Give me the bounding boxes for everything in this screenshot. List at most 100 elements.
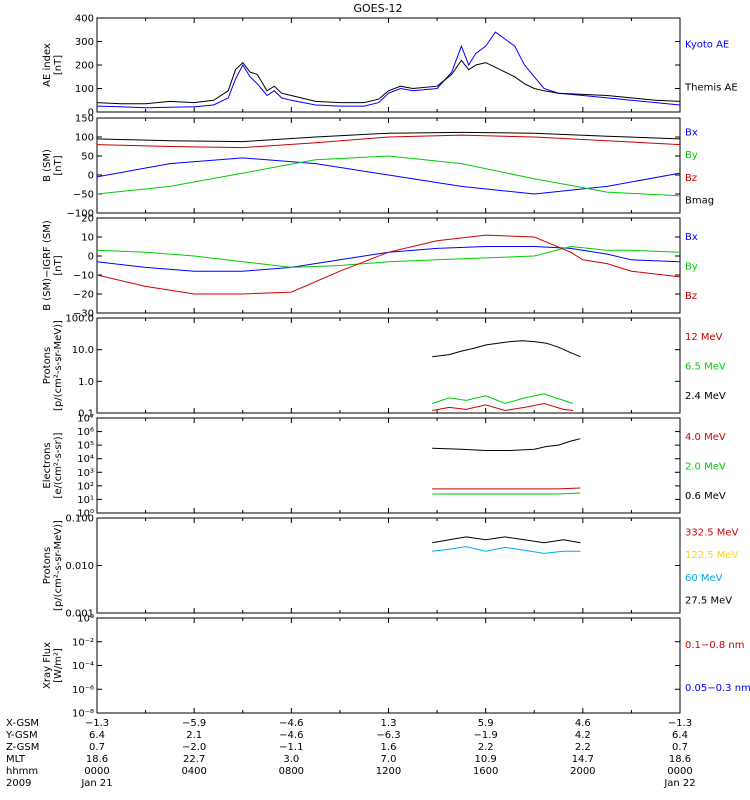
y-tick-label: 0.1 (78, 409, 94, 420)
panel-frame (96, 317, 681, 414)
legend-0-05-0-3-nm: 0.05−0.3 nm (685, 683, 750, 694)
x-tick-value: 0.7 (672, 742, 688, 753)
x-tick-value: 1200 (376, 766, 401, 777)
x-tick-value: −2.0 (182, 742, 206, 753)
panel-4: 0.1 1.0 10.0 100.0Protons[p/(cm²-s-sr-MeV)]… (42, 314, 726, 420)
y-tick-label: 1.0 (78, 377, 94, 388)
panel-frame (96, 617, 681, 714)
x-tick-value: Jan 22 (663, 778, 695, 789)
series-4-0-mev (432, 487, 581, 490)
panel-1: 0 100 200 300 400 AE index[nT] Kyoto AE Themis … (42, 14, 738, 119)
x-row-label: Y-GSM (5, 730, 38, 741)
y-tick-label: 10⁰ (77, 614, 94, 625)
x-tick-value: −1.3 (668, 718, 692, 729)
series-bx (96, 157, 681, 195)
x-tick-value: −1.3 (85, 718, 109, 729)
x-tick-value: −6.3 (376, 730, 400, 741)
x-tick-value: 1.6 (381, 742, 397, 753)
y-tick-label: 300 (75, 37, 94, 48)
series-12-mev (432, 402, 574, 412)
y-tick-label: 10² (77, 481, 94, 492)
legend-bx: Bx (685, 232, 698, 243)
y-tick-label: 400 (75, 14, 94, 25)
series-by (96, 245, 681, 268)
y-axis-label: Protons[p/(cm²-s-sr-MeV)] (42, 520, 64, 611)
legend-60-mev: 60 MeV (685, 573, 723, 584)
y-tick-label: −50 (73, 190, 94, 201)
y-tick-label: 10⁻² (72, 637, 94, 648)
x-tick-value: 0.7 (89, 742, 105, 753)
x-tick-value: 18.6 (86, 754, 108, 765)
legend-122-5-mev: 122.5 MeV (685, 550, 739, 561)
legend-6-5-mev: 6.5 MeV (685, 362, 726, 373)
chart-title: GOES-12 (353, 2, 402, 15)
panel-2: −100 −50 0 50 100 150 B (SM)[nT] Bx By Bz Bmag (42, 114, 714, 220)
legend-27-5-mev: 27.5 MeV (685, 595, 732, 606)
y-tick-label: 10³ (77, 468, 94, 479)
y-tick-label: 150 (75, 114, 94, 125)
x-tick-value: 6.4 (672, 730, 688, 741)
y-tick-label: 0.100 (65, 514, 94, 525)
legend-2-4-mev: 2.4 MeV (685, 391, 726, 402)
panel-7: 10⁻⁸ 10⁻⁶ 10⁻⁴ 10⁻² 10⁰ Xray Flux[W/m²] 0.1−0.… (42, 614, 750, 720)
x-tick-value: 22.7 (183, 754, 205, 765)
x-tick-value: 0000 (84, 766, 109, 777)
legend-kyoto-ae: Kyoto AE (685, 40, 729, 51)
legend-themis-ae: Themis AE (684, 82, 738, 93)
series-kyoto-ae (96, 31, 681, 109)
panel-5: 10⁰ 10¹ 10² 10³ 10⁴ 10⁵ 10⁶ 10⁷ Electrons[e/(cm²… (42, 414, 726, 520)
x-tick-value: 4.2 (575, 730, 591, 741)
series-6-5-mev (432, 393, 574, 405)
legend-4-0-mev: 4.0 MeV (685, 432, 726, 443)
x-tick-value: 2000 (570, 766, 595, 777)
x-tick-value: 1.3 (381, 718, 397, 729)
y-tick-label: −30 (73, 309, 94, 320)
series-bz (96, 234, 681, 295)
legend-by: By (685, 262, 698, 273)
y-tick-label: 10⁻⁸ (72, 709, 94, 720)
x-tick-value: 1600 (473, 766, 498, 777)
y-tick-label: −100 (67, 209, 94, 220)
x-tick-value: −1.9 (474, 730, 498, 741)
y-tick-label: 0 (88, 252, 94, 263)
x-tick-value: 10.9 (475, 754, 497, 765)
x-row-label: X-GSM (6, 718, 39, 729)
series-themis-ae (96, 59, 681, 105)
x-tick-value: Jan 21 (80, 778, 112, 789)
y-tick-label: 10⁴ (77, 454, 94, 465)
legend-2-0-mev: 2.0 MeV (685, 462, 726, 473)
y-axis-label: AE index[nT] (42, 43, 64, 87)
legend-0-1-0-8-nm: 0.1−0.8 nm (685, 640, 744, 651)
series-2-0-mev (432, 492, 581, 495)
panel-6: 0.001 0.010 0.100Protons[p/(cm²-s-sr-MeV)]… (42, 514, 739, 620)
y-tick-label: 10⁷ (77, 414, 94, 425)
x-tick-value: 3.0 (283, 754, 299, 765)
legend-bmag: Bmag (685, 195, 714, 206)
y-tick-label: 100 (75, 133, 94, 144)
panel-frame (96, 217, 681, 314)
y-tick-label: 0 (88, 171, 94, 182)
y-tick-label: 10.0 (72, 345, 94, 356)
x-axis-readout: X-GSMY-GSMZ-GSMMLThhmm2009−1.36.40.718.6… (5, 718, 696, 789)
series-27-5-mev (432, 536, 581, 544)
series-60-mev (432, 546, 581, 554)
legend-bx: Bx (685, 128, 698, 139)
legend-bz: Bz (685, 291, 697, 302)
series-bx (96, 246, 681, 272)
x-tick-value: 5.9 (478, 718, 494, 729)
series-2-4-mev (432, 340, 581, 358)
legend-0-6-mev: 0.6 MeV (685, 491, 726, 502)
y-tick-label: 20 (81, 214, 94, 225)
y-tick-label: 10¹ (77, 495, 94, 506)
x-tick-value: −1.1 (279, 742, 303, 753)
legend-by: By (685, 150, 698, 161)
x-tick-value: 14.7 (572, 754, 594, 765)
x-tick-value: 2.2 (478, 742, 494, 753)
x-tick-value: 2.1 (186, 730, 202, 741)
y-tick-label: −10 (73, 271, 94, 282)
y-tick-label: 10⁻⁴ (72, 661, 94, 672)
panel-frame (96, 517, 681, 614)
y-axis-label: B (SM)[nT] (42, 149, 64, 182)
